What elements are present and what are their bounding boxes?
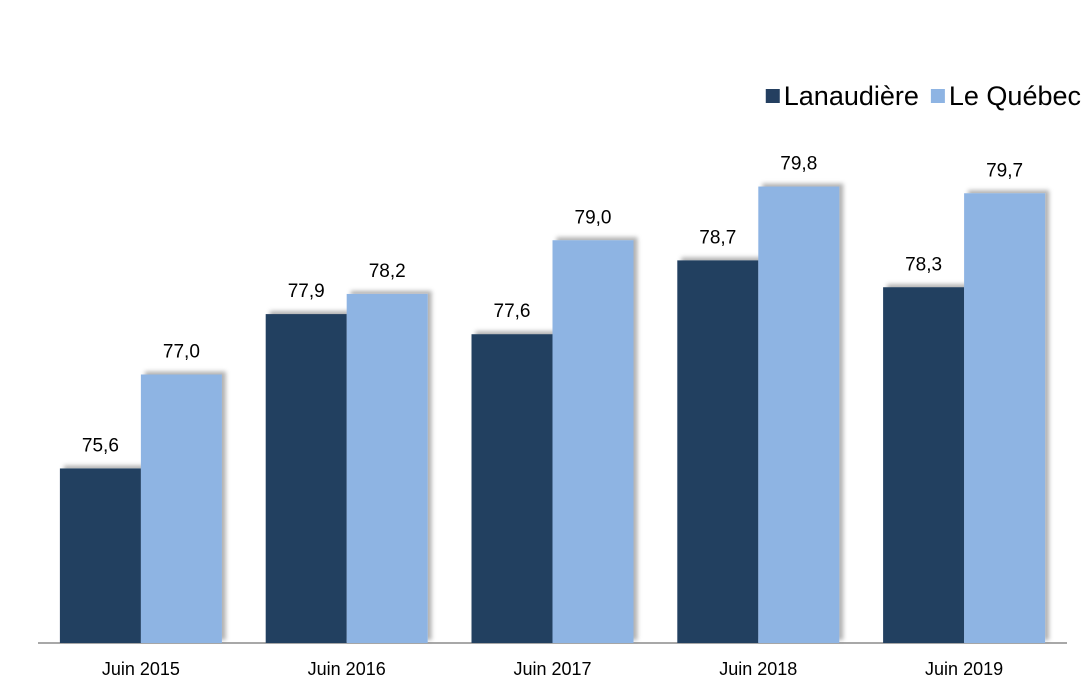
value-label: 78,7 [699,227,736,248]
bar [346,293,428,643]
value-label: 79,8 [780,154,817,175]
value-label: 78,3 [905,254,942,275]
bar [964,193,1046,643]
bar [677,260,759,643]
bar [471,334,553,643]
bar [552,240,634,643]
legend-label: Lanaudière [784,81,919,111]
bar [265,314,347,643]
bar [758,186,840,644]
legend-swatch [765,89,780,103]
value-label: 77,9 [288,281,325,302]
value-label: 78,2 [369,261,406,282]
x-tick-label: Juin 2019 [925,659,1003,679]
value-label: 77,0 [163,342,200,363]
value-label: 79,7 [986,160,1023,181]
value-label: 77,6 [494,301,531,322]
legend-swatch [930,89,945,103]
x-tick-label: Juin 2016 [308,659,386,679]
value-label: 79,0 [575,207,612,228]
value-label: 75,6 [82,435,119,456]
bar [883,287,965,643]
x-tick-label: Juin 2017 [513,659,591,679]
x-tick-label: Juin 2015 [102,659,180,679]
bar [140,374,222,643]
legend-label: Le Québec [949,81,1081,111]
bar [59,468,141,643]
x-tick-label: Juin 2018 [719,659,797,679]
